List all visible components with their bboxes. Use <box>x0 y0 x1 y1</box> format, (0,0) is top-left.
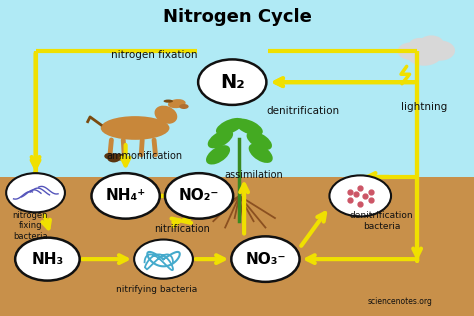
Circle shape <box>104 153 114 159</box>
Ellipse shape <box>208 130 233 148</box>
Text: lightning: lightning <box>401 102 447 112</box>
Ellipse shape <box>249 143 273 163</box>
Text: nitrogen fixation: nitrogen fixation <box>111 50 198 60</box>
Circle shape <box>91 173 160 219</box>
Text: NH₃: NH₃ <box>31 252 64 267</box>
Ellipse shape <box>246 131 272 150</box>
Text: NO₂⁻: NO₂⁻ <box>179 188 219 204</box>
Circle shape <box>15 238 80 281</box>
Ellipse shape <box>155 106 177 124</box>
Circle shape <box>419 35 444 52</box>
Ellipse shape <box>100 116 169 140</box>
Ellipse shape <box>206 145 230 165</box>
Circle shape <box>114 154 125 161</box>
Text: denitrification
bacteria: denitrification bacteria <box>350 211 413 231</box>
Ellipse shape <box>235 118 263 136</box>
Circle shape <box>198 59 266 105</box>
Text: assimilation: assimilation <box>224 170 283 180</box>
Text: nitrogen
fixing
bacteria: nitrogen fixing bacteria <box>13 211 48 241</box>
Circle shape <box>409 38 430 52</box>
Text: NO₃⁻: NO₃⁻ <box>245 252 286 267</box>
Circle shape <box>329 175 391 216</box>
Text: N₂: N₂ <box>220 73 245 92</box>
Text: nitrification: nitrification <box>155 224 210 234</box>
Circle shape <box>107 154 120 162</box>
Ellipse shape <box>164 100 173 103</box>
Text: Nitrogen Cycle: Nitrogen Cycle <box>163 8 311 26</box>
Ellipse shape <box>179 104 189 109</box>
Ellipse shape <box>168 99 186 108</box>
Circle shape <box>134 240 193 279</box>
Text: nitrifying bacteria: nitrifying bacteria <box>116 285 197 294</box>
Text: NH₄⁺: NH₄⁺ <box>106 188 146 204</box>
Circle shape <box>406 42 442 66</box>
Circle shape <box>165 173 233 219</box>
Circle shape <box>6 173 65 212</box>
Text: sciencenotes.org: sciencenotes.org <box>368 297 433 306</box>
Text: denitrification: denitrification <box>267 106 340 116</box>
FancyBboxPatch shape <box>0 177 474 316</box>
Circle shape <box>398 42 424 60</box>
Text: ammonification: ammonification <box>107 151 182 161</box>
Ellipse shape <box>216 118 244 135</box>
Circle shape <box>231 236 300 282</box>
Circle shape <box>425 40 455 61</box>
